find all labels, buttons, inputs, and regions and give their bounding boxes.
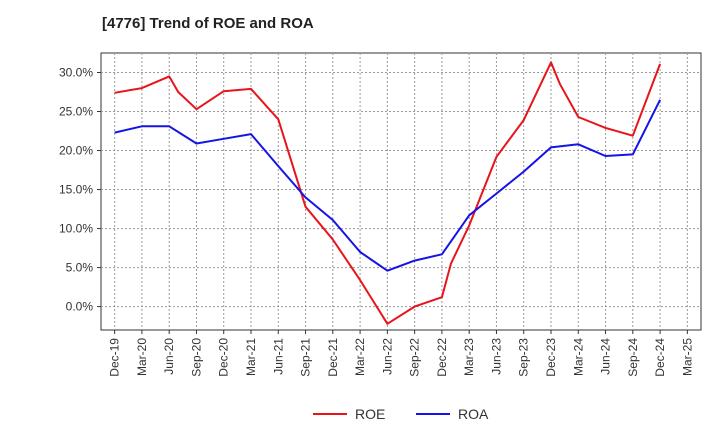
legend-label-roa: ROA <box>458 406 489 422</box>
x-tick-label: Dec-22 <box>435 338 449 377</box>
x-tick-label: Jun-20 <box>162 338 176 375</box>
x-tick-label: Dec-20 <box>217 338 231 377</box>
legend: ROE ROA <box>313 406 489 422</box>
x-tick-label: Mar-20 <box>135 338 149 376</box>
series-roa-line <box>114 99 661 272</box>
x-tick-label: Jun-24 <box>599 338 613 375</box>
y-tick-label: 0.0% <box>66 300 94 314</box>
y-axis-ticks: 0.0% 5.0% 10.0% 15.0% 20.0% 25.0% 30.0% <box>59 66 101 314</box>
x-tick-label: Mar-24 <box>571 338 585 376</box>
x-tick-label: Sep-24 <box>626 338 640 377</box>
x-tick-label: Mar-23 <box>462 338 476 376</box>
x-tick-label: Mar-21 <box>244 338 258 376</box>
x-tick-label: Dec-21 <box>326 338 340 377</box>
x-tick-label: Jun-22 <box>380 338 394 375</box>
x-tick-label: Sep-21 <box>299 338 313 377</box>
x-tick-label: Dec-23 <box>544 338 558 377</box>
plot-area <box>100 52 702 331</box>
x-tick-label: Jun-23 <box>489 338 503 375</box>
x-axis-ticks: Dec-19 Mar-20 Jun-20 Sep-20 Dec-20 Mar-21 Jun-… <box>108 330 694 377</box>
y-tick-label: 10.0% <box>59 222 93 236</box>
x-tick-label: Dec-19 <box>108 338 122 377</box>
grid-lines <box>101 53 701 330</box>
x-tick-label: Dec-24 <box>653 338 667 377</box>
x-tick-label: Mar-22 <box>353 338 367 376</box>
y-tick-label: 15.0% <box>59 183 93 197</box>
y-tick-label: 5.0% <box>66 261 94 275</box>
series-roe-line <box>114 61 662 325</box>
y-tick-label: 20.0% <box>59 144 93 158</box>
y-tick-label: 30.0% <box>59 66 93 80</box>
x-tick-label: Sep-23 <box>517 338 531 377</box>
x-tick-label: Mar-25 <box>680 338 694 376</box>
legend-label-roe: ROE <box>355 406 385 422</box>
x-tick-label: Jun-21 <box>271 338 285 375</box>
x-tick-label: Sep-22 <box>408 338 422 377</box>
chart-title: [4776] Trend of ROE and ROA <box>102 15 314 32</box>
x-tick-label: Sep-20 <box>189 338 203 377</box>
y-tick-label: 25.0% <box>59 105 93 119</box>
series-lines <box>114 61 662 325</box>
